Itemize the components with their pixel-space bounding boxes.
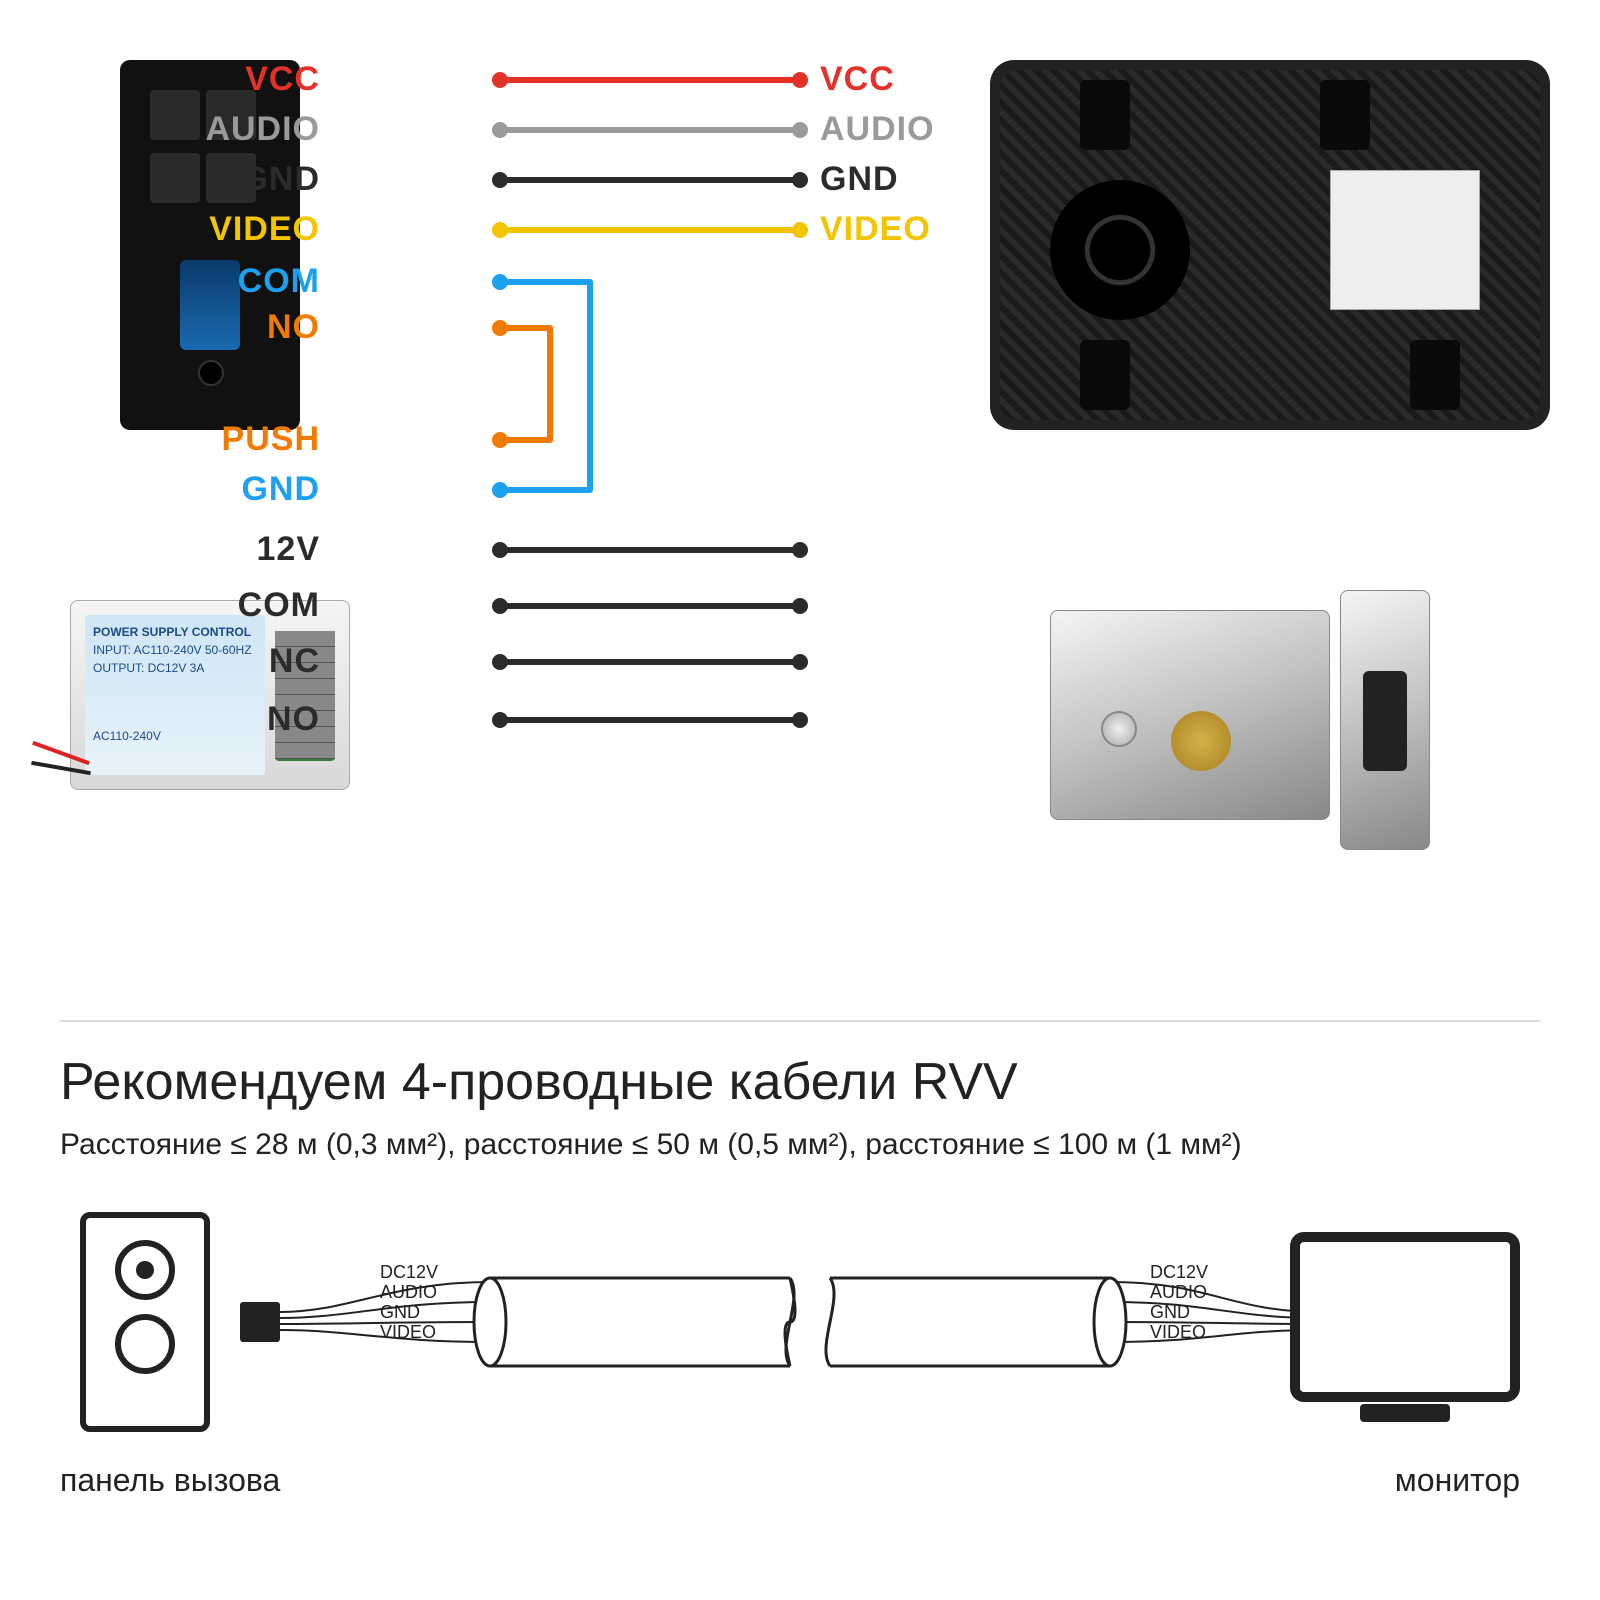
svg-text:DC12V: DC12V [380,1262,438,1282]
wire-label-video: VIDEO [160,210,320,249]
svg-text:VIDEO: VIDEO [1150,1322,1206,1342]
cable-recommendation: Рекомендуем 4-проводные кабели RVV Расст… [0,1000,1600,1512]
wire-label-gnd: GND [160,470,320,509]
wire-label-no: NO [160,700,320,739]
caption-left: панель вызова [60,1462,280,1499]
wire-label-gnd: GND [160,160,320,199]
wiring-diagram: POWER SUPPLY CONTROL INPUT: AC110-240V 5… [0,0,1600,1000]
caption-right: монитор [1395,1462,1520,1499]
cable-diagram: DC12VAUDIOGNDVIDEODC12VAUDIOGNDVIDEO пан… [60,1192,1540,1512]
wire-label-video: VIDEO [820,210,931,249]
svg-text:AUDIO: AUDIO [380,1282,437,1302]
wire-label-audio: AUDIO [160,110,320,149]
wire-label-com: COM [160,262,320,301]
headline: Рекомендуем 4-проводные кабели RVV [60,1052,1540,1112]
wire-label-12v: 12V [160,530,320,569]
electric-lock [1050,580,1430,850]
power-supply: POWER SUPPLY CONTROL INPUT: AC110-240V 5… [70,600,350,790]
wire-label-no: NO [160,308,320,347]
wire-label-push: PUSH [160,420,320,459]
monitor-icon [1290,1232,1520,1402]
wire-label-gnd: GND [820,160,899,199]
wire-label-nc: NC [160,642,320,681]
svg-text:GND: GND [1150,1302,1190,1322]
wire-label-vcc: VCC [820,60,895,99]
svg-text:VIDEO: VIDEO [380,1322,436,1342]
subhead: Расстояние ≤ 28 м (0,3 мм²), расстояние … [60,1128,1540,1162]
cable-svg: DC12VAUDIOGNDVIDEODC12VAUDIOGNDVIDEO [230,1212,1370,1452]
ps-title: POWER SUPPLY CONTROL [93,623,257,641]
svg-text:GND: GND [380,1302,420,1322]
wire-label-com: COM [160,586,320,625]
call-panel-icon [80,1212,210,1432]
svg-text:AUDIO: AUDIO [1150,1282,1207,1302]
indoor-monitor [990,60,1550,430]
svg-text:DC12V: DC12V [1150,1262,1208,1282]
wire-label-vcc: VCC [160,60,320,99]
wire-label-audio: AUDIO [820,110,935,149]
